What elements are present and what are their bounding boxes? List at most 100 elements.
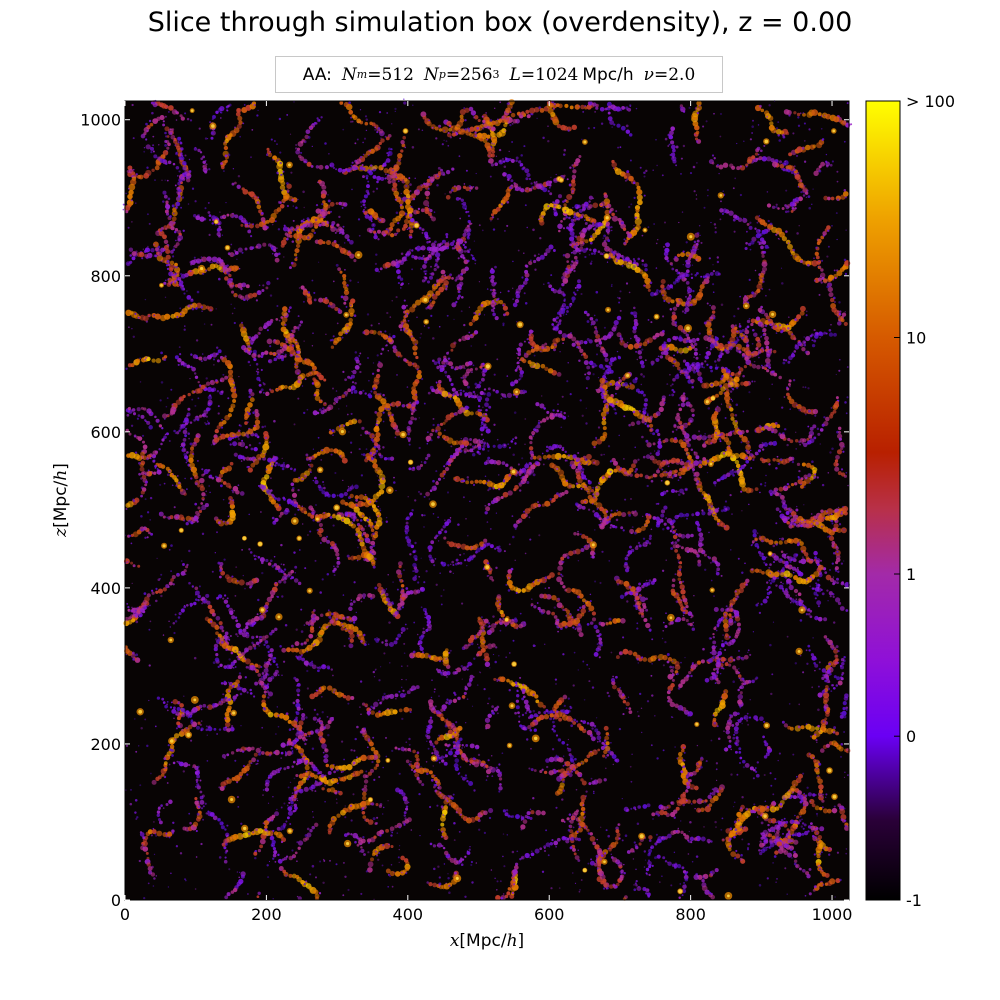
density-blob [236, 108, 241, 113]
density-blob [790, 580, 793, 584]
density-blob [205, 415, 208, 418]
density-blob [645, 597, 648, 601]
density-blob [571, 124, 578, 131]
density-blob [343, 301, 347, 305]
density-blob [540, 363, 546, 369]
density-blob [572, 235, 575, 238]
density-blob [607, 111, 611, 115]
density-blob [178, 429, 181, 432]
density-blob [254, 419, 261, 425]
density-blob [231, 392, 238, 399]
density-blob [835, 545, 839, 549]
density-blob [410, 768, 414, 772]
density-blob [825, 574, 832, 581]
density-blob [409, 711, 412, 714]
density-blob [501, 393, 507, 398]
density-blob [491, 299, 495, 303]
density-blob [244, 421, 248, 425]
density-blob [306, 777, 310, 781]
density-blob [694, 107, 698, 110]
density-blob [820, 272, 826, 278]
density-blob [731, 387, 733, 389]
density-blob [837, 680, 843, 686]
density-blob [169, 215, 172, 218]
density-blob [298, 476, 301, 479]
density-blob [752, 533, 757, 538]
density-blob [267, 818, 270, 821]
density-blob [614, 885, 618, 889]
density-blob [343, 268, 346, 271]
density-blob [769, 563, 772, 566]
density-blob [169, 626, 172, 628]
density-blob [412, 749, 416, 754]
density-blob [763, 740, 767, 744]
density-blob [613, 468, 618, 473]
density-blob [592, 248, 597, 253]
density-blob [182, 438, 187, 442]
density-blob [591, 617, 597, 622]
density-blob [820, 268, 824, 272]
density-blob [695, 130, 700, 135]
density-blob [253, 554, 256, 557]
density-blob [238, 871, 241, 874]
density-blob [815, 246, 818, 249]
density-blob [297, 780, 304, 786]
density-blob [561, 741, 565, 745]
density-blob [554, 790, 561, 796]
density-blob [253, 424, 256, 427]
density-blob [205, 388, 208, 391]
density-blob [445, 732, 448, 735]
density-blob [483, 658, 486, 661]
density-blob [671, 311, 676, 316]
density-blob [384, 135, 387, 138]
density-blob [594, 844, 600, 850]
density-blob [374, 586, 378, 590]
density-blob [800, 190, 803, 194]
density-blob [676, 253, 681, 258]
density-blob [752, 328, 755, 332]
density-blob [297, 372, 300, 375]
density-blob [218, 786, 221, 789]
density-blob [468, 679, 472, 683]
density-blob [301, 139, 305, 142]
density-blob [824, 872, 830, 878]
density-blob [483, 641, 485, 643]
density-blob [638, 544, 642, 548]
density-blob [257, 891, 261, 895]
density-blob [626, 553, 630, 557]
density-blob [272, 857, 275, 860]
density-blob [727, 735, 732, 740]
density-blob [776, 458, 780, 463]
density-blob [273, 851, 277, 854]
density-blob [469, 480, 474, 485]
density-blob [367, 154, 370, 156]
density-blob [755, 347, 759, 351]
density-blob [454, 731, 457, 734]
density-blob [362, 210, 365, 213]
density-blob [761, 448, 765, 451]
density-blob [340, 295, 344, 299]
density-blob [164, 279, 167, 282]
density-blob [477, 616, 481, 620]
density-blob [718, 354, 723, 359]
density-blob [259, 635, 263, 638]
density-blob [353, 389, 358, 394]
density-blob [349, 804, 353, 808]
density-blob [669, 308, 673, 311]
density-blob [560, 818, 565, 823]
density-blob [603, 234, 606, 238]
density-blob [177, 481, 181, 485]
density-blob [341, 519, 344, 521]
density-blob [674, 361, 681, 368]
density-blob [487, 148, 493, 154]
density-blob [577, 595, 580, 599]
density-blob [180, 608, 185, 613]
density-blob [740, 490, 743, 493]
density-blob [831, 540, 836, 545]
density-blob [308, 505, 314, 511]
density-blob [176, 760, 179, 763]
density-blob [224, 895, 229, 900]
density-blob [630, 532, 633, 535]
density-blob [259, 838, 266, 845]
